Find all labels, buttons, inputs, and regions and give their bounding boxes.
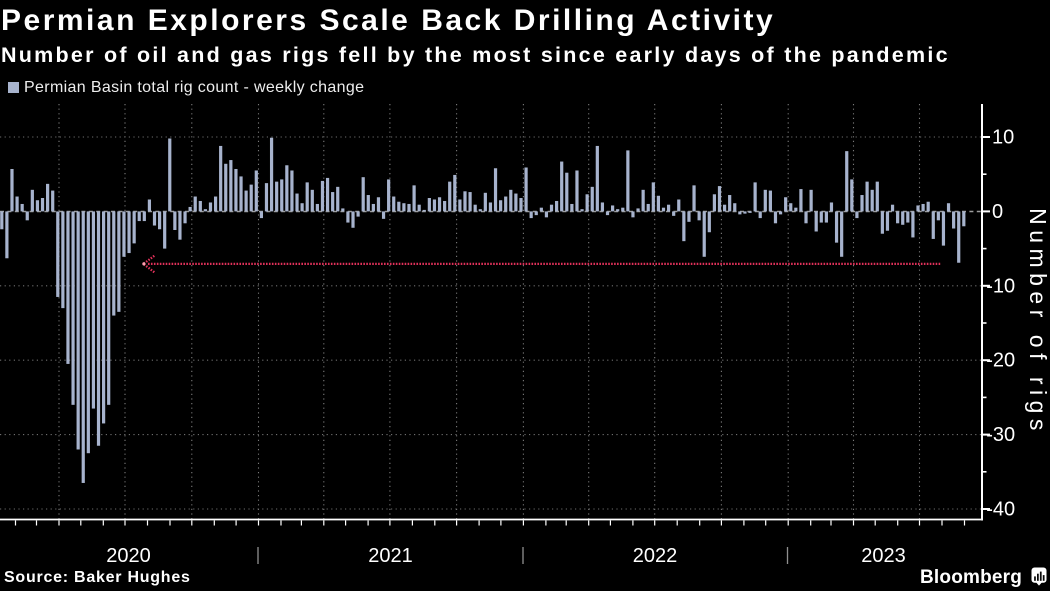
svg-text:-10: -10	[986, 275, 1015, 297]
svg-text:0: 0	[992, 201, 1003, 223]
svg-text:Number of rigs: Number of rigs	[1025, 208, 1050, 436]
svg-text:2022: 2022	[633, 545, 678, 567]
svg-text:10: 10	[992, 127, 1014, 149]
svg-text:-30: -30	[986, 424, 1015, 446]
svg-text:-20: -20	[986, 350, 1015, 372]
svg-text:2020: 2020	[106, 545, 151, 567]
svg-text:-40: -40	[986, 499, 1015, 521]
svg-text:2021: 2021	[368, 545, 413, 567]
svg-text:2023: 2023	[861, 545, 906, 567]
